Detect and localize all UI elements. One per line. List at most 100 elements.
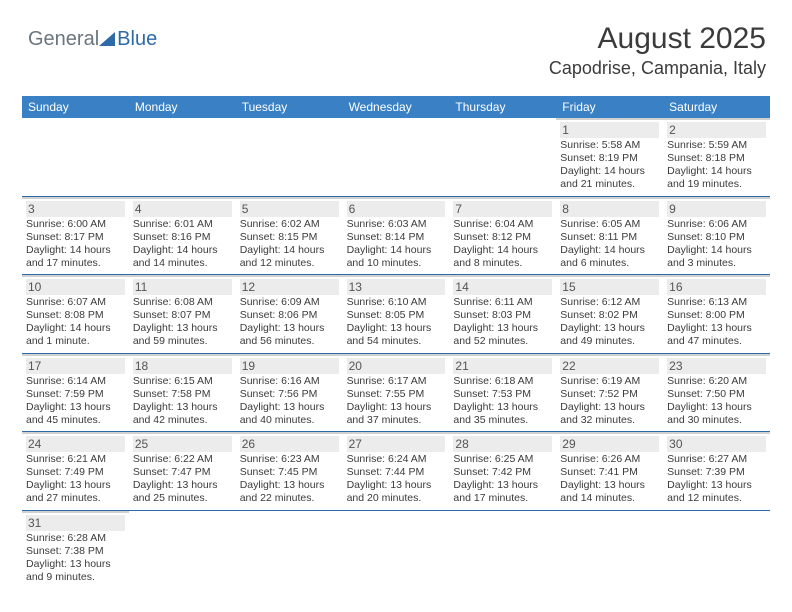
day-number: 26: [240, 436, 339, 452]
daylight-line: Daylight: 14 hours and 14 minutes.: [133, 244, 232, 270]
daylight-line: Daylight: 13 hours and 9 minutes.: [26, 558, 125, 584]
week-row: 1Sunrise: 5:58 AMSunset: 8:19 PMDaylight…: [22, 118, 770, 197]
day-number: 19: [240, 358, 339, 374]
sunrise-line: Sunrise: 6:26 AM: [560, 453, 659, 466]
day-number: 27: [347, 436, 446, 452]
sunset-line: Sunset: 8:08 PM: [26, 309, 125, 322]
day-cell: [236, 511, 343, 589]
day-number: 13: [347, 279, 446, 295]
sunset-line: Sunset: 8:05 PM: [347, 309, 446, 322]
sunset-line: Sunset: 8:06 PM: [240, 309, 339, 322]
day-cell: [449, 511, 556, 589]
logo: General Blue: [28, 28, 157, 51]
sunset-line: Sunset: 8:12 PM: [453, 231, 552, 244]
sunset-line: Sunset: 8:10 PM: [667, 231, 766, 244]
sunrise-line: Sunrise: 6:04 AM: [453, 218, 552, 231]
sunrise-line: Sunrise: 6:07 AM: [26, 296, 125, 309]
sunset-line: Sunset: 8:17 PM: [26, 231, 125, 244]
weekday-label: Saturday: [663, 96, 770, 118]
day-cell: 29Sunrise: 6:26 AMSunset: 7:41 PMDayligh…: [556, 432, 663, 510]
daylight-line: Daylight: 13 hours and 32 minutes.: [560, 401, 659, 427]
day-cell: [129, 511, 236, 589]
calendar: SundayMondayTuesdayWednesdayThursdayFrid…: [22, 96, 770, 588]
daylight-line: Daylight: 14 hours and 21 minutes.: [560, 165, 659, 191]
day-cell: [129, 118, 236, 196]
daylight-line: Daylight: 13 hours and 30 minutes.: [667, 401, 766, 427]
daylight-line: Daylight: 13 hours and 27 minutes.: [26, 479, 125, 505]
sunrise-line: Sunrise: 6:27 AM: [667, 453, 766, 466]
sunrise-line: Sunrise: 6:23 AM: [240, 453, 339, 466]
sunrise-line: Sunrise: 6:14 AM: [26, 375, 125, 388]
day-number: 21: [453, 358, 552, 374]
daylight-line: Daylight: 14 hours and 6 minutes.: [560, 244, 659, 270]
sunset-line: Sunset: 7:55 PM: [347, 388, 446, 401]
day-cell: [449, 118, 556, 196]
sunset-line: Sunset: 8:15 PM: [240, 231, 339, 244]
day-cell: 4Sunrise: 6:01 AMSunset: 8:16 PMDaylight…: [129, 197, 236, 275]
sunrise-line: Sunrise: 6:12 AM: [560, 296, 659, 309]
sunrise-line: Sunrise: 6:11 AM: [453, 296, 552, 309]
weeks: 1Sunrise: 5:58 AMSunset: 8:19 PMDaylight…: [22, 118, 770, 588]
sunset-line: Sunset: 7:59 PM: [26, 388, 125, 401]
daylight-line: Daylight: 14 hours and 1 minute.: [26, 322, 125, 348]
day-number: 15: [560, 279, 659, 295]
daylight-line: Daylight: 13 hours and 20 minutes.: [347, 479, 446, 505]
day-cell: 19Sunrise: 6:16 AMSunset: 7:56 PMDayligh…: [236, 354, 343, 432]
sunset-line: Sunset: 8:18 PM: [667, 152, 766, 165]
header-right: August 2025 Capodrise, Campania, Italy: [549, 22, 766, 79]
day-cell: 14Sunrise: 6:11 AMSunset: 8:03 PMDayligh…: [449, 275, 556, 353]
weekday-label: Friday: [556, 96, 663, 118]
daylight-line: Daylight: 13 hours and 47 minutes.: [667, 322, 766, 348]
daylight-line: Daylight: 13 hours and 12 minutes.: [667, 479, 766, 505]
day-number: 14: [453, 279, 552, 295]
day-number: 24: [26, 436, 125, 452]
sunset-line: Sunset: 8:16 PM: [133, 231, 232, 244]
day-cell: 10Sunrise: 6:07 AMSunset: 8:08 PMDayligh…: [22, 275, 129, 353]
sunset-line: Sunset: 7:52 PM: [560, 388, 659, 401]
day-cell: [343, 118, 450, 196]
sunrise-line: Sunrise: 6:02 AM: [240, 218, 339, 231]
sunrise-line: Sunrise: 5:58 AM: [560, 139, 659, 152]
weekday-label: Monday: [129, 96, 236, 118]
sunset-line: Sunset: 8:19 PM: [560, 152, 659, 165]
weekday-label: Sunday: [22, 96, 129, 118]
daylight-line: Daylight: 14 hours and 17 minutes.: [26, 244, 125, 270]
day-cell: [236, 118, 343, 196]
day-cell: 31Sunrise: 6:28 AMSunset: 7:38 PMDayligh…: [22, 511, 129, 589]
sunset-line: Sunset: 7:39 PM: [667, 466, 766, 479]
day-number: 30: [667, 436, 766, 452]
day-number: 20: [347, 358, 446, 374]
day-number: 2: [667, 122, 766, 138]
sunrise-line: Sunrise: 6:21 AM: [26, 453, 125, 466]
sunset-line: Sunset: 7:44 PM: [347, 466, 446, 479]
sunset-line: Sunset: 8:14 PM: [347, 231, 446, 244]
day-number: 28: [453, 436, 552, 452]
day-number: 9: [667, 201, 766, 217]
sunrise-line: Sunrise: 5:59 AM: [667, 139, 766, 152]
day-number: 6: [347, 201, 446, 217]
sunset-line: Sunset: 7:50 PM: [667, 388, 766, 401]
day-cell: 6Sunrise: 6:03 AMSunset: 8:14 PMDaylight…: [343, 197, 450, 275]
day-cell: 28Sunrise: 6:25 AMSunset: 7:42 PMDayligh…: [449, 432, 556, 510]
logo-text-1: General: [28, 28, 99, 51]
sunset-line: Sunset: 7:45 PM: [240, 466, 339, 479]
day-number: 25: [133, 436, 232, 452]
day-number: 5: [240, 201, 339, 217]
day-cell: 12Sunrise: 6:09 AMSunset: 8:06 PMDayligh…: [236, 275, 343, 353]
daylight-line: Daylight: 14 hours and 3 minutes.: [667, 244, 766, 270]
day-cell: 20Sunrise: 6:17 AMSunset: 7:55 PMDayligh…: [343, 354, 450, 432]
sunrise-line: Sunrise: 6:03 AM: [347, 218, 446, 231]
day-cell: 24Sunrise: 6:21 AMSunset: 7:49 PMDayligh…: [22, 432, 129, 510]
daylight-line: Daylight: 13 hours and 56 minutes.: [240, 322, 339, 348]
daylight-line: Daylight: 13 hours and 37 minutes.: [347, 401, 446, 427]
sunset-line: Sunset: 8:02 PM: [560, 309, 659, 322]
daylight-line: Daylight: 14 hours and 12 minutes.: [240, 244, 339, 270]
week-row: 10Sunrise: 6:07 AMSunset: 8:08 PMDayligh…: [22, 275, 770, 354]
daylight-line: Daylight: 13 hours and 25 minutes.: [133, 479, 232, 505]
day-cell: 3Sunrise: 6:00 AMSunset: 8:17 PMDaylight…: [22, 197, 129, 275]
day-cell: 16Sunrise: 6:13 AMSunset: 8:00 PMDayligh…: [663, 275, 770, 353]
sunset-line: Sunset: 7:47 PM: [133, 466, 232, 479]
sunset-line: Sunset: 7:42 PM: [453, 466, 552, 479]
day-number: 31: [26, 515, 125, 531]
sunset-line: Sunset: 8:03 PM: [453, 309, 552, 322]
